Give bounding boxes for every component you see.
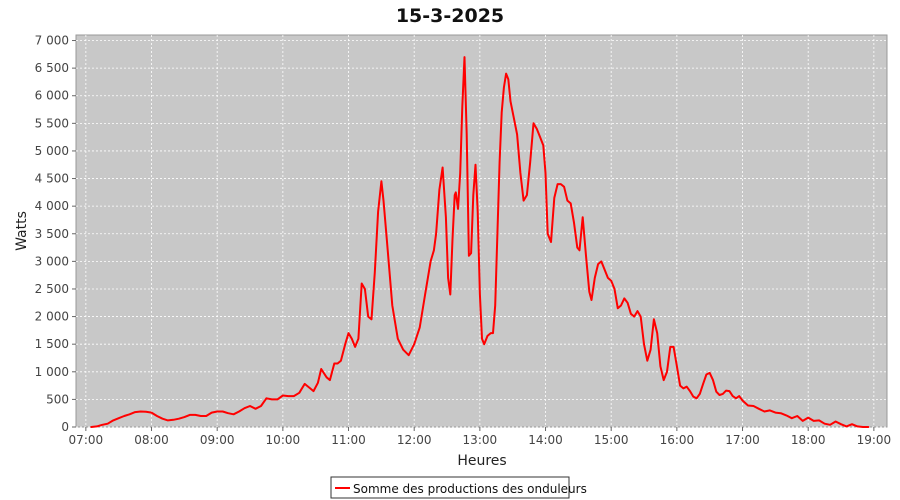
axes: 0 500 1 000 1 500 2 000 2 500 3 000 3 500 4 000 4… [35,34,892,447]
x-tick-label: 17:00 [725,433,760,447]
x-tick-label: 11:00 [331,433,366,447]
legend-box [330,476,570,499]
x-tick-label: 07:00 [69,433,104,447]
y-tick-label: 1 500 [35,337,69,351]
y-tick-label: 3 500 [35,227,69,241]
y-tick-label: 0 [61,420,69,434]
x-tick-label: 10:00 [266,433,301,447]
y-tick-label: 7 000 [35,34,69,48]
series-line [90,56,870,428]
x-tick-label: 19:00 [857,433,892,447]
y-tick-label: 5 000 [35,144,69,158]
x-tick-label: 15:00 [594,433,629,447]
y-tick-label: 3 000 [35,254,69,268]
x-tick-label: 13:00 [463,433,498,447]
y-tick-label: 6 500 [35,61,69,75]
y-tick-label: 2 500 [35,282,69,296]
y-tick-label: 2 000 [35,310,69,324]
y-tick-label: 1 000 [35,365,69,379]
y-tick-label: 5 500 [35,116,69,130]
legend-label: Somme des productions des onduleurs [353,482,587,496]
chart-title: 15-3-2025 [396,5,504,27]
legend[interactable]: Somme des productions des onduleurs [330,476,587,499]
plot-area [75,34,888,428]
y-axis-title: Watts [14,211,30,251]
y-tick-label: 500 [46,392,69,406]
series-layer [90,56,870,428]
grid-lines [76,35,887,428]
x-axis-title: Heures [457,453,506,469]
y-tick-label: 4 000 [35,199,69,213]
x-tick-label: 09:00 [200,433,235,447]
x-tick-label: 12:00 [397,433,432,447]
y-tick-label: 4 500 [35,172,69,186]
x-tick-label: 08:00 [134,433,169,447]
y-tick-label: 6 000 [35,89,69,103]
x-tick-label: 18:00 [791,433,826,447]
x-tick-label: 14:00 [528,433,563,447]
x-tick-label: 16:00 [660,433,695,447]
